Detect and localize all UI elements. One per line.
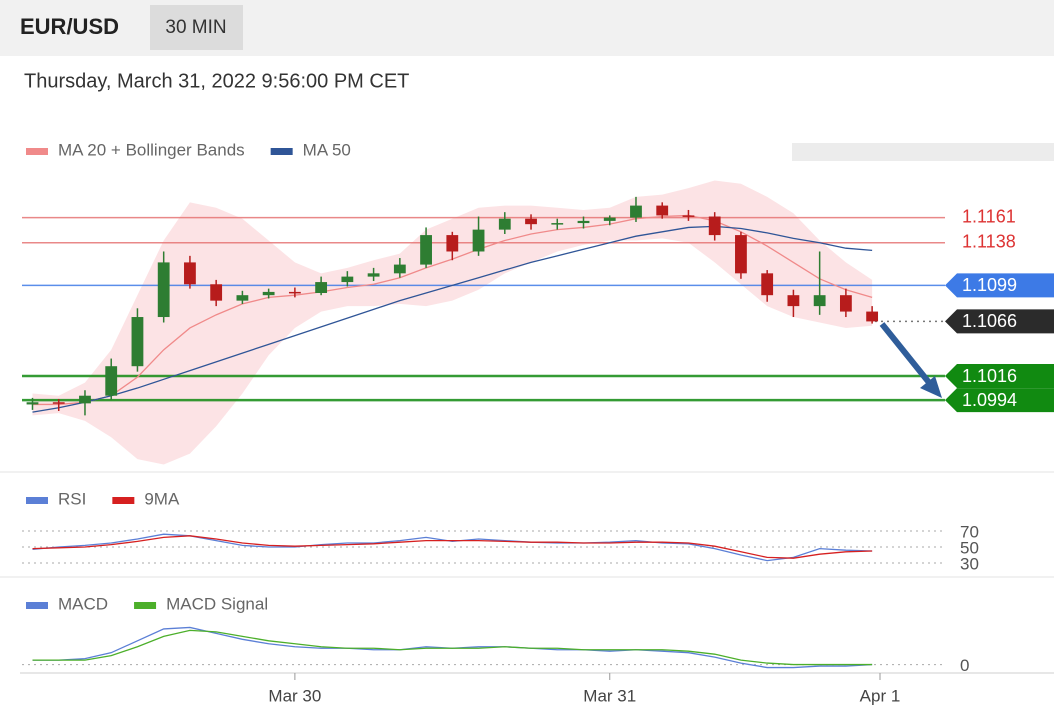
level-tag <box>945 388 1054 413</box>
level-label: 1.1016 <box>962 366 1017 386</box>
timeframe-box[interactable] <box>150 5 243 50</box>
candle-body <box>472 229 485 252</box>
candle-body <box>341 276 354 283</box>
candle-body <box>761 273 774 296</box>
y-tick-label: 30 <box>960 554 979 573</box>
candle-body <box>577 220 590 224</box>
legend-swatch <box>26 602 48 609</box>
y-tick-label: 70 <box>960 522 979 541</box>
indicator-line <box>32 535 873 559</box>
x-tick-label: Mar 31 <box>583 686 636 705</box>
candle-body <box>787 295 800 307</box>
legend-swatch <box>26 148 48 155</box>
indicator-line <box>32 629 873 666</box>
legend-swatch <box>134 602 157 609</box>
candle-body <box>393 264 406 274</box>
level-tag <box>945 273 1054 298</box>
level-tag <box>945 309 1054 334</box>
x-tick-label: Apr 1 <box>860 686 901 705</box>
level-label: 1.1099 <box>962 275 1017 295</box>
indicator-line <box>32 533 873 562</box>
candle-body <box>656 205 669 216</box>
legend-label: MACD <box>58 594 108 613</box>
legend-swatch <box>26 497 48 504</box>
candle-body <box>708 216 721 236</box>
candle-body <box>52 402 65 404</box>
forecast-arrow-head <box>920 376 942 398</box>
legend-label: RSI <box>58 489 86 508</box>
candle-body <box>131 317 144 367</box>
candle-body <box>367 273 380 277</box>
symbol: EUR/USD <box>20 14 119 39</box>
candle-body <box>288 291 301 294</box>
candle-body <box>262 291 275 296</box>
legend-swatch <box>112 497 135 504</box>
candle-body <box>682 215 695 217</box>
level-tag <box>945 364 1054 389</box>
datetime: Thursday, March 31, 2022 9:56:00 PM CET <box>24 70 409 92</box>
candle-body <box>551 223 564 225</box>
y-tick-label: 50 <box>960 538 979 557</box>
candle-body <box>315 282 328 293</box>
candle-body <box>105 366 118 396</box>
candle-body <box>26 402 39 405</box>
candle-body <box>498 218 511 230</box>
level-label: 1.1161 <box>962 206 1016 226</box>
forecast-arrow <box>879 322 934 387</box>
legend-label: 9MA <box>144 489 180 508</box>
candle-body <box>184 262 196 285</box>
candle-body <box>630 205 642 218</box>
bollinger-band <box>32 180 873 465</box>
candle-body <box>446 235 459 252</box>
candle-body <box>236 295 249 301</box>
x-tick-label: Mar 30 <box>268 686 321 705</box>
candle-body <box>735 235 747 274</box>
legend-label: MA 50 <box>303 140 351 159</box>
candle-body <box>420 235 432 265</box>
level-label: 1.1138 <box>962 231 1016 251</box>
legend-swatch <box>270 148 293 155</box>
candle-body <box>210 284 223 301</box>
ma-line <box>32 225 873 413</box>
candle-body <box>157 262 170 318</box>
timeframe[interactable]: 30 MIN <box>165 17 226 38</box>
candle-body <box>866 311 879 322</box>
y-tick-label: 0 <box>960 656 969 675</box>
blurred-area <box>792 143 1054 161</box>
legend-label: MA 20 + Bollinger Bands <box>58 140 245 159</box>
candle-body <box>79 395 91 404</box>
indicator-line <box>32 626 873 669</box>
candle-body <box>839 295 852 312</box>
candle-body <box>813 295 826 307</box>
candle-body <box>603 217 616 221</box>
level-label: 1.0994 <box>962 390 1017 410</box>
candle-body <box>525 218 537 225</box>
legend-label: MACD Signal <box>166 594 268 613</box>
level-label: 1.1066 <box>962 311 1017 331</box>
